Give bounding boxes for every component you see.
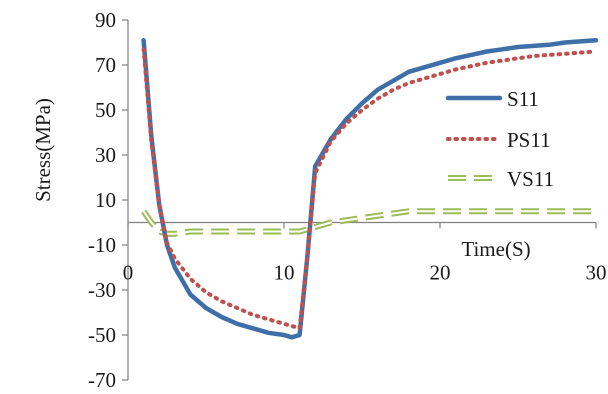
legend: S11 PS11 VS11 <box>445 87 554 191</box>
y-axis-label: Stress(MPa) <box>31 98 55 202</box>
y-tick-label: 30 <box>95 143 116 167</box>
series-line-s11 <box>141 38 599 340</box>
series-layer <box>141 38 599 340</box>
y-tick-label: 10 <box>95 188 116 212</box>
x-tick-label: 20 <box>430 261 451 285</box>
y-tick-label: 70 <box>95 53 116 77</box>
x-axis-label: Time(S) <box>461 237 530 261</box>
y-tick-label: 50 <box>95 98 116 122</box>
x-tick-label: 30 <box>586 261 607 285</box>
legend-label-s11: S11 <box>507 87 539 111</box>
legend-label-ps11: PS11 <box>507 128 551 152</box>
y-tick-label: -10 <box>88 233 116 257</box>
legend-label-vs11: VS11 <box>507 167 554 191</box>
y-tick-label: 90 <box>95 8 116 32</box>
axes <box>122 19 597 381</box>
y-tick-label: -30 <box>88 278 116 302</box>
tick-labels: 90 70 50 30 10 -10 -30 -50 -70 0 10 20 30 <box>88 8 607 392</box>
y-tick-label: -70 <box>88 368 116 392</box>
series-line-ps11 <box>141 47 598 331</box>
x-tick-label: 10 <box>274 261 295 285</box>
x-tick-label: 0 <box>123 261 134 285</box>
series-line-vs11-inner <box>142 210 596 235</box>
y-tick-label: -50 <box>88 323 116 347</box>
